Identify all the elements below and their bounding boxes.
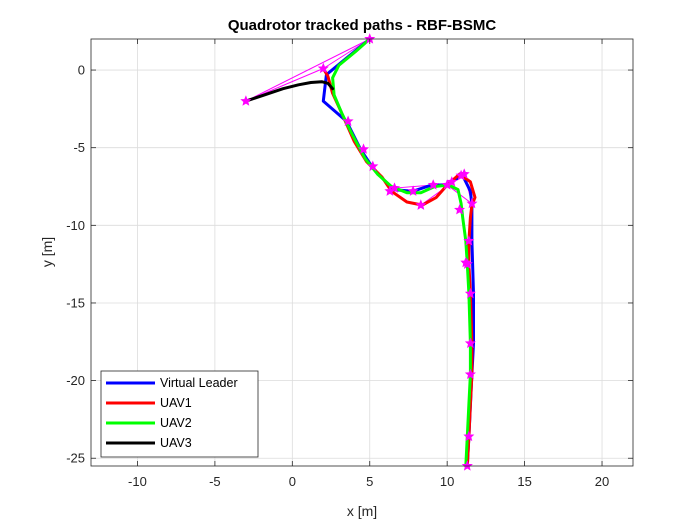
- legend-label-uav3: UAV3: [160, 436, 192, 450]
- waypoint-marker: [240, 95, 252, 106]
- y-tick-label: -10: [66, 218, 85, 233]
- waypoint-marker: [407, 185, 419, 196]
- waypoint-marker: [461, 460, 473, 471]
- formation-link: [245, 38, 370, 102]
- y-tick-label: -5: [73, 140, 85, 155]
- x-tick-label: -5: [209, 474, 221, 489]
- y-tick-label: 0: [78, 63, 85, 78]
- waypoint-marker: [458, 168, 470, 179]
- x-tick-label: 5: [366, 474, 373, 489]
- waypoint-marker: [427, 179, 439, 190]
- waypoint-marker: [466, 197, 478, 209]
- grid: [91, 39, 633, 466]
- y-tick-label: -25: [66, 451, 85, 466]
- x-tick-label: -10: [128, 474, 147, 489]
- y-tick-label: -15: [66, 295, 85, 310]
- waypoint-marker: [415, 199, 427, 210]
- waypoint-marker: [464, 368, 476, 380]
- x-axis-label: x [m]: [347, 503, 377, 519]
- waypoint-marker: [463, 430, 475, 442]
- waypoint-marker: [358, 143, 370, 154]
- waypoint-marker: [317, 62, 329, 74]
- legend-label-virtual-leader: Virtual Leader: [160, 376, 238, 390]
- legend-label-uav1: UAV1: [160, 396, 192, 410]
- x-tick-label: 15: [517, 474, 531, 489]
- waypoint-marker: [461, 258, 473, 269]
- chart-title: Quadrotor tracked paths - RBF-BSMC: [228, 17, 497, 34]
- waypoint-marker: [446, 176, 458, 187]
- waypoint-marker: [464, 287, 476, 299]
- waypoint-marker: [367, 160, 379, 172]
- axis-ticks: -10 -5 0 5 10 15 20 0 -5 -10 -15 -20 -25: [66, 39, 633, 489]
- waypoint-marker: [463, 235, 475, 246]
- y-tick-label: -20: [66, 373, 85, 388]
- x-tick-label: 20: [595, 474, 609, 489]
- waypoint-markers: [240, 33, 478, 471]
- plot-border: [90, 38, 634, 467]
- x-tick-label: 0: [289, 474, 296, 489]
- waypoint-marker: [388, 182, 401, 193]
- waypoint-marker: [342, 115, 354, 126]
- waypoint-marker: [454, 203, 466, 215]
- waypoint-marker: [464, 337, 476, 349]
- legend-label-uav2: UAV2: [160, 416, 192, 430]
- y-axis-label: y [m]: [39, 237, 55, 267]
- legend: Virtual Leader UAV1 UAV2 UAV3: [100, 370, 259, 458]
- series-line-uav3: [244, 80, 335, 103]
- x-tick-label: 10: [440, 474, 454, 489]
